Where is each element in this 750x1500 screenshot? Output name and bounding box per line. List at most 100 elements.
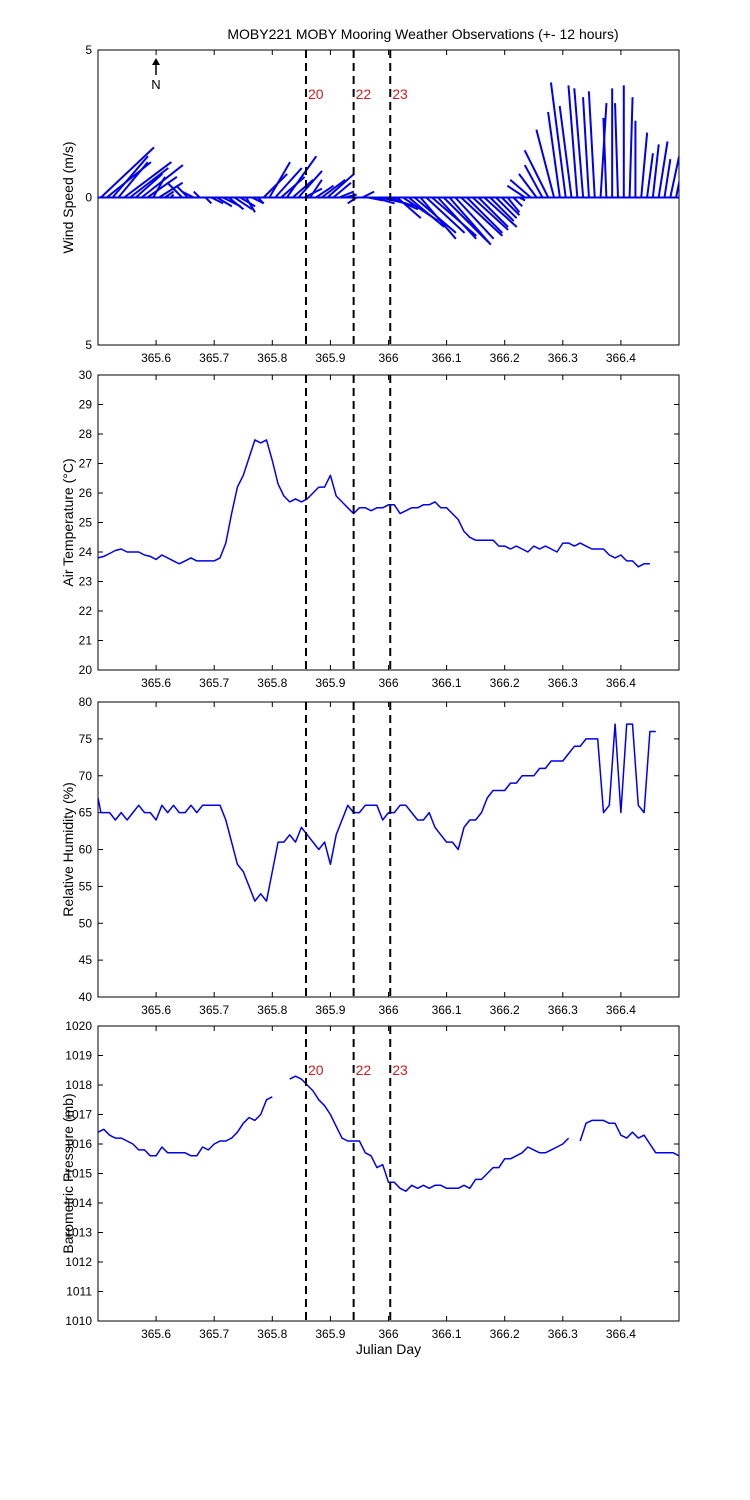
y-tick-label: 70	[79, 769, 93, 783]
wind-stick	[466, 196, 504, 234]
wind-stick	[549, 82, 567, 198]
air-temperature-panel: 365.6 365.7 365.8 365.9 366 366.1 366.2 366.3 36…	[60, 368, 680, 690]
x-tick-label: 366	[378, 1327, 398, 1341]
wind-stick	[477, 196, 509, 228]
wind-stick	[454, 196, 495, 240]
x-tick-label: 365.8	[257, 1327, 287, 1341]
event-marker-label: 22	[356, 86, 372, 102]
x-tick-label: 365.8	[257, 351, 287, 365]
x-tick-label: 366.3	[548, 1003, 578, 1017]
y-axis-label: Barometric Pressure (mb)	[60, 1093, 76, 1253]
x-tick-label: 365.7	[199, 1327, 229, 1341]
data-line	[98, 1096, 273, 1157]
y-tick-label: 45	[79, 953, 93, 967]
y-axis-label: Wind Speed (m/s)	[60, 141, 76, 253]
wind-stick	[663, 158, 672, 198]
wind-stick	[286, 155, 318, 199]
plot-frame	[97, 1025, 680, 1322]
wind-stick	[245, 196, 256, 213]
wind-stick	[321, 179, 346, 199]
wind-speed-panel: 365.6 365.7 365.8 365.9 366 366.1 366.2 366.3 36…	[60, 43, 680, 365]
y-tick-label: 1018	[65, 1078, 92, 1092]
wind-stick	[344, 193, 357, 199]
plot-frame	[97, 701, 680, 998]
wind-stick	[297, 170, 323, 199]
wind-stick	[614, 103, 619, 198]
wind-stick	[146, 176, 178, 199]
x-tick-label: 365.7	[199, 351, 229, 365]
data-line	[289, 1075, 570, 1192]
wind-stick	[210, 196, 224, 205]
wind-stick	[501, 196, 521, 216]
y-tick-label: 26	[79, 486, 93, 500]
y-tick-label: 5	[85, 338, 92, 352]
wind-stick	[169, 193, 175, 199]
x-tick-label: 365.6	[141, 1003, 171, 1017]
y-tick-label: 1015	[65, 1167, 92, 1181]
y-tick-label: 22	[79, 604, 93, 618]
wind-stick	[193, 190, 201, 199]
x-tick-label: 365.6	[141, 1327, 171, 1341]
wind-stick	[646, 153, 654, 198]
y-tick-label: 25	[79, 516, 93, 530]
x-tick-label: 365.7	[199, 676, 229, 690]
wind-stick	[166, 182, 183, 199]
wind-stick	[309, 179, 323, 199]
x-tick-label: 366.1	[432, 1003, 462, 1017]
wind-stick	[396, 196, 422, 219]
y-tick-label: 1012	[65, 1255, 92, 1269]
y-tick-label: 40	[79, 990, 93, 1004]
y-tick-label: 1014	[65, 1196, 92, 1210]
event-marker-label: 20	[308, 1062, 324, 1078]
data-line	[98, 723, 656, 902]
x-tick-label: 365.8	[257, 676, 287, 690]
wind-stick	[628, 97, 634, 198]
x-tick-label: 366.1	[432, 351, 462, 365]
x-tick-label: 365.7	[199, 1003, 229, 1017]
x-tick-label: 365.8	[257, 1003, 287, 1017]
y-axis-label: Relative Humidity (%)	[60, 782, 76, 917]
y-tick-label: 30	[79, 368, 93, 382]
wind-stick	[338, 190, 355, 199]
data-line	[579, 1119, 679, 1157]
wind-stick	[518, 196, 526, 202]
wind-stick	[181, 190, 195, 199]
y-tick-label: 0	[85, 191, 92, 205]
plot-frame	[97, 374, 680, 671]
wind-stick	[216, 196, 233, 208]
wind-stick	[257, 196, 265, 205]
wind-stick	[100, 146, 155, 199]
y-tick-label: 1016	[65, 1137, 92, 1151]
y-tick-label: 65	[79, 806, 93, 820]
figure-title: MOBY221 MOBY Mooring Weather Observation…	[227, 26, 618, 42]
wind-stick	[512, 196, 523, 208]
data-line	[98, 439, 650, 568]
x-tick-label: 366.1	[432, 676, 462, 690]
y-tick-label: 1010	[65, 1314, 92, 1328]
wind-stick	[280, 176, 306, 199]
wind-stick	[472, 196, 509, 231]
y-tick-label: 1011	[66, 1285, 92, 1299]
barometric-pressure-panel: 365.6 365.7 365.8 365.9 366 366.1 366.2 366.3 36…	[60, 1019, 680, 1357]
wind-stick	[123, 161, 172, 199]
wind-stick	[547, 111, 561, 198]
north-label: N	[151, 77, 160, 92]
wind-stick	[523, 149, 550, 198]
x-tick-label: 366.3	[548, 351, 578, 365]
event-marker-label: 23	[392, 1062, 408, 1078]
plot-area	[98, 723, 656, 902]
wind-stick	[573, 88, 585, 198]
wind-stick	[448, 196, 492, 246]
y-tick-label: 5	[85, 43, 92, 57]
x-tick-label: 366.4	[606, 1003, 636, 1017]
x-tick-label: 365.9	[315, 1327, 345, 1341]
wind-stick	[523, 164, 544, 198]
wind-stick	[599, 103, 608, 198]
event-marker-label: 23	[392, 86, 408, 102]
wind-stick	[582, 97, 590, 198]
wind-stick	[228, 196, 245, 211]
wind-stick	[408, 196, 445, 228]
wind-stick	[164, 190, 175, 199]
plot-area	[98, 1075, 679, 1192]
